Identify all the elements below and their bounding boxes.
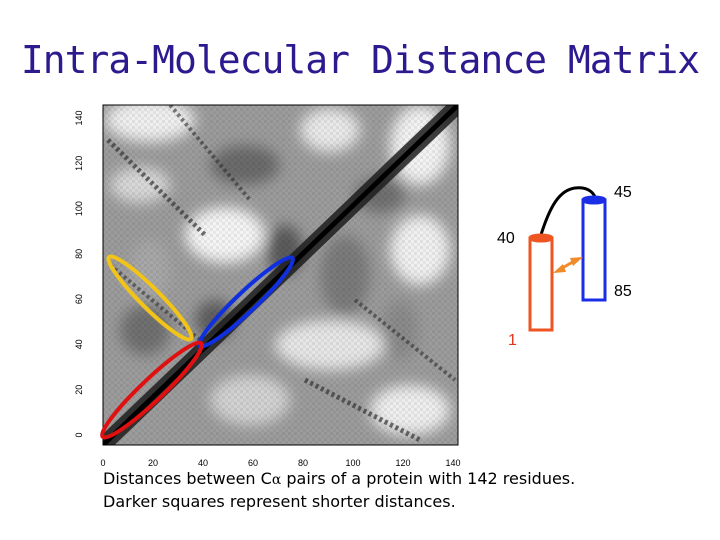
x-tick-label: 80 [298, 458, 308, 468]
helix-label-45: 45 [614, 184, 632, 201]
helix-a-top [528, 233, 554, 243]
x-tick-label: 20 [148, 458, 158, 468]
caption-line-2: Darker squares represent shorter distanc… [103, 492, 456, 511]
x-tick-label: 0 [100, 458, 105, 468]
helix-b-top [581, 195, 607, 205]
x-tick-label: 40 [198, 458, 208, 468]
contact-double-arrow [553, 257, 583, 273]
caption-line-1: Distances between Cα pairs of a protein … [103, 468, 713, 491]
y-tick-label: 140 [74, 110, 84, 125]
connecting-loop [538, 186, 598, 239]
y-axis: 0 20 40 60 80 100 120 140 [74, 110, 84, 437]
y-tick-label: 0 [74, 432, 84, 437]
y-tick-label: 20 [74, 385, 84, 395]
distance-matrix-plot [102, 104, 459, 446]
slide-title: Intra-Molecular Distance Matrix [20, 38, 700, 82]
matrix-frame [102, 104, 459, 446]
figure-caption: Distances between Cα pairs of a protein … [103, 468, 713, 513]
helix-pair-diagram: 45 40 85 1 [497, 184, 632, 349]
x-axis: 0 20 40 60 80 100 120 140 [100, 458, 460, 468]
helix-label-1: 1 [508, 332, 517, 349]
blue-highlight-ellipse [197, 255, 295, 349]
x-tick-label: 120 [395, 458, 410, 468]
helix-a-cylinder [528, 236, 554, 332]
red-highlight-ellipse [100, 340, 204, 440]
y-tick-label: 60 [74, 294, 84, 304]
yellow-highlight-ellipse [106, 254, 194, 342]
y-tick-label: 40 [74, 339, 84, 349]
x-tick-label: 60 [248, 458, 258, 468]
y-tick-label: 120 [74, 156, 84, 171]
helix-label-40: 40 [497, 230, 515, 247]
matrix-texture [103, 105, 458, 445]
x-tick-label: 100 [345, 458, 360, 468]
y-tick-label: 100 [74, 201, 84, 216]
caption-line-1-end: pairs of a protein with 142 residues. [281, 469, 576, 488]
y-tick-label: 80 [74, 249, 84, 259]
x-tick-label: 140 [445, 458, 460, 468]
caption-line-1-start: Distances between C [103, 469, 272, 488]
helix-b-cylinder [581, 198, 607, 302]
alpha-symbol: α [271, 472, 282, 488]
helix-label-85: 85 [614, 283, 632, 300]
